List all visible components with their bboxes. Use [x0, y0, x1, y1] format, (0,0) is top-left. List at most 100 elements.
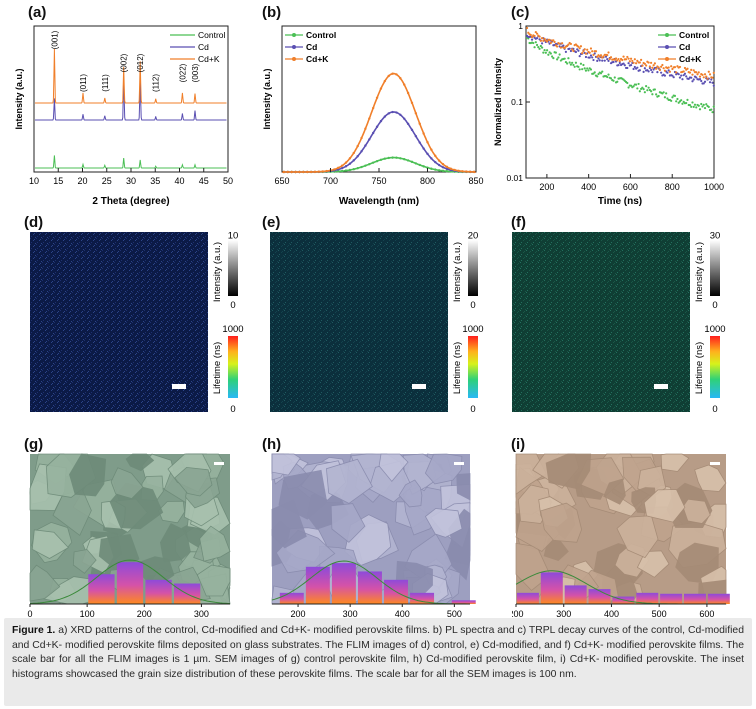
histogram-bar [451, 600, 476, 604]
trpl-point [569, 42, 573, 46]
trpl-point [678, 65, 682, 69]
trpl-point [663, 96, 667, 99]
trpl-point [634, 83, 638, 86]
xrd-legend-label: Control [198, 30, 226, 40]
trpl-point [577, 65, 580, 68]
trpl-point [642, 70, 645, 73]
trpl-point [539, 44, 542, 48]
trpl-point [572, 63, 575, 67]
pl-marker [445, 165, 449, 169]
trpl-point [573, 65, 576, 68]
trpl-point [701, 105, 704, 108]
trpl-point [671, 96, 674, 99]
pl-marker [418, 122, 421, 125]
trpl-point [561, 42, 564, 45]
lifetime-min-label: 0 [470, 404, 475, 415]
trpl-point [552, 57, 555, 60]
trpl-point [652, 68, 655, 71]
trpl-point [632, 61, 635, 64]
trpl-point [574, 61, 578, 64]
trpl-point [696, 73, 699, 76]
trpl-point [544, 51, 547, 54]
trpl-point [566, 62, 569, 65]
pl-marker [457, 169, 460, 172]
trpl-point [545, 40, 549, 43]
trpl-point [675, 100, 678, 103]
trpl-point [577, 49, 580, 52]
trpl-point [578, 47, 581, 50]
trpl-point [621, 58, 624, 62]
trpl-point [554, 51, 557, 54]
trpl-point [643, 67, 646, 70]
flim-panel-d: 10 0 Intensity (a.u.) 1000 0 Lifetime (ns) [30, 232, 244, 415]
trpl-legend-label: Cd [679, 42, 690, 52]
trpl-point [692, 78, 695, 81]
pl-marker [340, 164, 344, 167]
trpl-point [601, 70, 604, 73]
histogram-bar [540, 572, 563, 604]
xrd-legend-label: Cd+K [198, 54, 220, 64]
pl-marker [441, 166, 445, 169]
pl-marker [356, 167, 359, 170]
trpl-point [525, 26, 529, 30]
pl-marker [410, 128, 414, 132]
pl-marker [360, 150, 363, 153]
trpl-xtick-label: 200 [539, 182, 554, 192]
trpl-point [606, 54, 609, 57]
trpl-point [535, 32, 539, 35]
trpl-point [650, 68, 653, 72]
trpl-point [671, 74, 674, 77]
pl-marker [290, 170, 293, 174]
trpl-point [535, 43, 539, 47]
trpl-point [628, 60, 631, 63]
trpl-point [553, 40, 556, 44]
panel-label-d: (d) [24, 214, 44, 231]
trpl-point [673, 94, 677, 97]
trpl-point [701, 73, 704, 76]
trpl-point [586, 48, 589, 51]
intensity-max-label: 20 [468, 232, 479, 242]
pl-legend-marker [292, 57, 296, 61]
trpl-point [624, 58, 628, 61]
xrd-peak-label: (011) [79, 74, 88, 92]
xrd-chart: (001) (011) (111) (002) (012) (112) (022) (003)… [14, 25, 233, 207]
pl-marker [344, 169, 348, 172]
pl-marker [306, 170, 309, 174]
pl-marker [399, 113, 402, 117]
trpl-point [558, 53, 561, 56]
pl-marker [406, 91, 410, 95]
trpl-point [559, 46, 562, 49]
trpl-point [670, 99, 673, 102]
trpl-point [581, 52, 584, 55]
pl-marker [430, 157, 433, 160]
trpl-point [579, 62, 583, 65]
intensity-min-label: 0 [470, 300, 475, 311]
trpl-point [622, 62, 625, 65]
trpl-point [608, 57, 611, 61]
panel-label-g: (g) [24, 436, 44, 453]
trpl-legend-marker [665, 57, 669, 61]
trpl-point [711, 76, 714, 79]
trpl-point [641, 64, 644, 67]
trpl-point [642, 88, 645, 91]
trpl-point [607, 51, 610, 54]
pl-marker [364, 164, 367, 167]
histogram-xtick-label: 300 [194, 609, 209, 619]
pl-marker [414, 112, 418, 115]
flim-image [512, 232, 690, 412]
trpl-point [693, 103, 697, 106]
trpl-point [629, 63, 633, 67]
trpl-point [636, 59, 639, 62]
intensity-axis-label: Intensity (a.u.) [452, 242, 463, 302]
xrd-ylabel: Intensity (a.u.) [14, 68, 24, 129]
trpl-point [533, 34, 536, 38]
trpl-point [707, 70, 710, 73]
pl-marker [364, 144, 367, 147]
trpl-point [563, 57, 566, 60]
xrd-peak-label: (111) [101, 74, 110, 92]
flim-image [270, 232, 448, 412]
trpl-point [668, 70, 672, 73]
trpl-point [678, 76, 682, 79]
trpl-xtick-label: 600 [623, 182, 638, 192]
trpl-point [691, 73, 694, 76]
